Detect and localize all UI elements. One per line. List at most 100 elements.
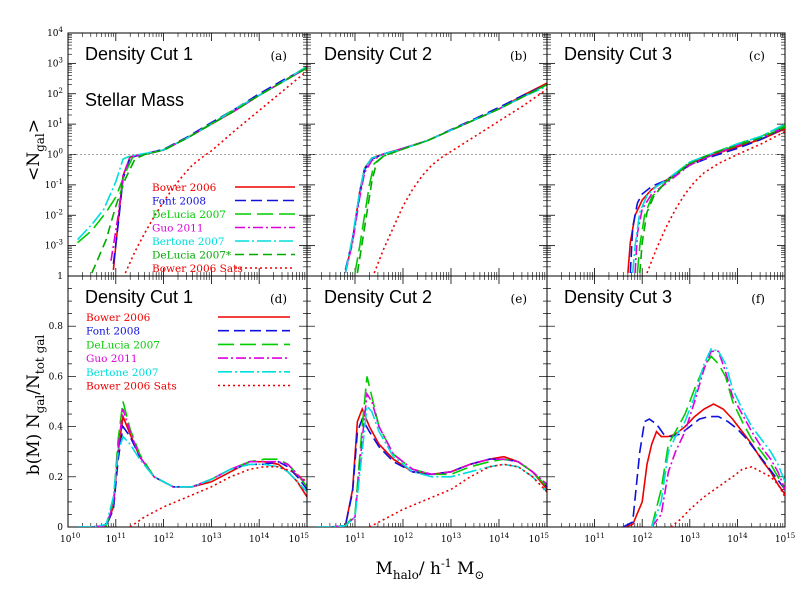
legend-label: DeLucia 2007 [86,339,160,351]
series-line-bertone [316,404,547,527]
y-tick-label: 1 [57,272,63,282]
x-tick-label: 1015 [529,532,549,545]
series-group [627,123,785,274]
series-line-bower_sats [129,466,307,527]
y-tick-label: 0.8 [49,322,64,332]
panels-layer: 10-3 10-2 10-1 100 101 102 103 104 1 Density Cut … [45,26,795,545]
series-group [316,376,547,527]
series-group [344,82,547,274]
panel-b: Density Cut 2 (b) [306,32,548,277]
series-line-bertone [77,435,307,527]
series-line-bower [344,82,547,274]
y-tick-label: 104 [47,26,63,39]
y-tick-label: 100 [47,148,63,161]
series-line-font [344,83,547,271]
panel-title: Density Cut 3 [564,44,672,64]
panel-letter: (e) [511,292,527,306]
legend-label: Guo 2011 [86,353,138,365]
series-line-guo [634,126,785,274]
series-line-bertone [344,85,547,274]
series-line-bower_sats [373,88,547,274]
x-tick-label: 1012 [632,532,652,545]
panel-c: Density Cut 3 (c) [546,32,786,277]
panel-a: 10-3 10-2 10-1 100 101 102 103 104 1 Density Cut … [45,26,308,282]
series-line-delucia_star [91,67,307,274]
panel-title: Density Cut 2 [324,287,432,307]
series-line-bower_sats [124,70,307,274]
legend-label: Bower 2006 [152,182,217,194]
legend-label: DeLucia 2007* [152,250,232,262]
series-line-bower_sats [369,463,547,527]
panel-letter: (f) [751,292,765,306]
x-tick-label: 1013 [680,532,700,545]
x-tick-label: 1012 [393,532,413,545]
legend-label: Font 2008 [152,196,206,208]
y-tick-label: 101 [47,117,63,130]
y-tick-label: 102 [47,87,63,100]
y-tick-label: 0.4 [49,423,64,433]
panel-frame [306,275,548,528]
legend-label: Font 2008 [86,326,140,338]
panel-title: Density Cut 2 [324,44,432,64]
panel-letter: (c) [749,49,765,63]
series-line-font [622,415,785,527]
legend-label: Bower 2006 [86,312,151,324]
x-tick-label: 1013 [201,532,221,545]
series-line-bower_sats [670,465,785,527]
series-line-bower [622,403,785,527]
series-line-bertone [631,123,785,274]
series-line-delucia [316,376,547,527]
series-group [622,347,785,527]
bottom-y-axis-label: b(M) Ngal/Ntot gal [24,335,47,476]
y-tick-label: 10-2 [45,208,63,221]
series-line-delucia [636,124,785,274]
legend-label: DeLucia 2007 [152,209,226,221]
x-tick-label: 1014 [249,532,270,545]
series-line-font [629,126,785,274]
series-line-delucia [354,83,547,274]
series-line-bower [316,406,547,527]
series-line-bertone [77,65,307,241]
series-group [77,65,307,274]
legend-label: Bower 2006 Sats [86,381,177,393]
legend-label: Guo 2011 [152,223,204,235]
series-line-guo [651,350,785,527]
x-tick-label: 1011 [106,532,126,545]
panel-e: 1011 1012 1013 1014 1015 Density Cut 2 (e) [306,275,549,545]
top-y-axis-label: <Ngal> [24,119,47,181]
panel-title: Density Cut 1 [85,287,193,307]
series-line-delucia_star [356,83,547,274]
series-line-delucia_star [639,126,785,274]
series-group [77,401,307,527]
stellar-mass-label: Stellar Mass [85,90,184,110]
x-tick-label: 1011 [345,532,365,545]
y-tick-label: 0.6 [49,372,64,382]
panel-letter: (d) [270,292,287,306]
legend-label: Bertone 2007 [152,236,225,248]
legend-label: Bertone 2007 [86,367,159,379]
series-line-guo [344,83,547,274]
x-tick-label: 1010 [60,532,80,545]
series-line-font [316,417,547,527]
y-tick-label: 10-3 [45,239,63,252]
panel-f: 1011 1012 1013 1014 1015 Density Cut 3 (f) [546,275,795,545]
panel-letter: (a) [270,49,287,63]
x-tick-label: 1014 [727,532,748,545]
x-tick-label: 1013 [441,532,461,545]
panel-letter: (b) [510,49,527,63]
x-tick-label: 1011 [584,532,604,545]
series-line-guo [77,408,307,527]
axis-labels-layer: <Ngal> b(M) Ngal/Ntot gal Mhalo/ h-1 M⊙ [24,119,485,582]
series-line-delucia [77,401,307,527]
x-tick-label: 1014 [489,532,510,545]
panel-frame [546,32,786,277]
y-tick-label: 103 [47,56,63,69]
y-tick-label: 0.2 [49,473,63,483]
series-line-delucia [650,355,785,527]
x-tick-label: 1015 [775,532,795,545]
x-tick-label: 1012 [153,532,173,545]
panel-title: Density Cut 3 [564,287,672,307]
panel-title: Density Cut 1 [85,44,193,64]
